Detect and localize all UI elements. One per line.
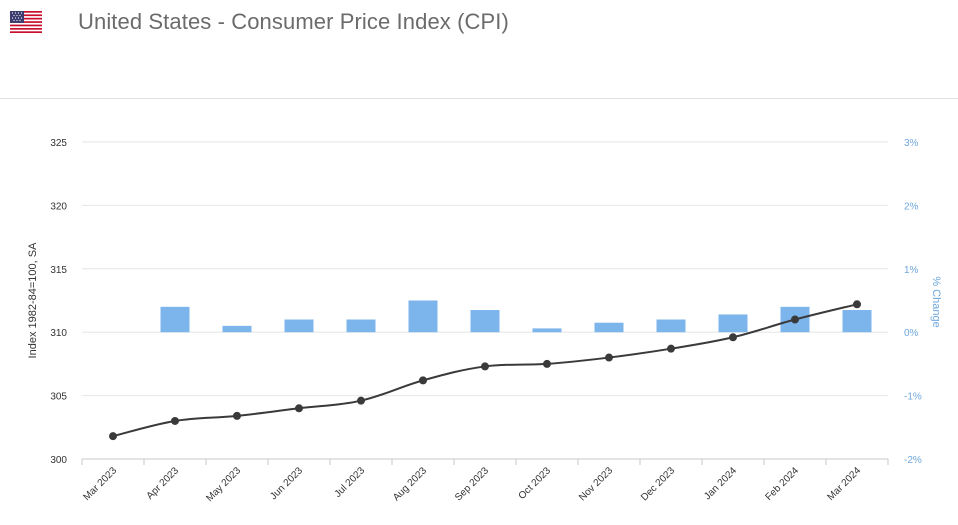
percent-change-bar xyxy=(160,306,190,333)
index-data-point[interactable] xyxy=(109,432,117,441)
x-tick-label: Mar 2024 xyxy=(825,465,863,503)
x-tick-label: Mar 2023 xyxy=(81,465,119,503)
index-data-point[interactable] xyxy=(791,315,799,324)
index-data-point[interactable] xyxy=(357,396,365,405)
x-tick-label: Aug 2023 xyxy=(391,465,429,503)
percent-change-bar xyxy=(408,300,438,333)
index-data-point[interactable] xyxy=(853,300,861,309)
index-data-point[interactable] xyxy=(667,344,675,353)
y-left-tick-label: 315 xyxy=(50,265,67,276)
index-data-point[interactable] xyxy=(419,376,427,385)
index-data-point[interactable] xyxy=(543,359,551,368)
percent-change-bar xyxy=(594,322,624,333)
x-tick-label: Nov 2023 xyxy=(577,465,615,503)
x-tick-label: May 2023 xyxy=(204,465,243,504)
x-tick-label: Oct 2023 xyxy=(517,465,554,502)
percent-change-bar xyxy=(346,319,376,333)
index-data-point[interactable] xyxy=(729,333,737,342)
y-right-tick-label: -1% xyxy=(904,392,922,403)
percent-change-bar xyxy=(718,314,748,333)
y-right-axis-title: % Change xyxy=(930,276,942,327)
percent-change-bar xyxy=(842,310,872,333)
percent-change-bar xyxy=(222,325,252,333)
y-left-tick-label: 300 xyxy=(50,455,67,466)
y-left-tick-label: 310 xyxy=(50,328,67,339)
x-tick-label: Jun 2023 xyxy=(268,465,305,502)
page-title: United States - Consumer Price Index (CP… xyxy=(78,9,509,34)
index-data-point[interactable] xyxy=(295,404,303,413)
x-tick-label: Dec 2023 xyxy=(639,465,677,503)
x-tick-label: Apr 2023 xyxy=(145,465,182,502)
grid-lines xyxy=(82,141,888,460)
index-line-series xyxy=(109,300,861,441)
index-data-point[interactable] xyxy=(233,411,241,420)
y-right-tick-label: 0% xyxy=(904,328,919,339)
x-tick-label: Feb 2024 xyxy=(763,465,801,503)
y-right-tick-label: -2% xyxy=(904,455,922,466)
y-left-tick-label: 325 xyxy=(50,138,67,149)
chart-header: United States - Consumer Price Index (CP… xyxy=(0,0,958,99)
us-flag-icon xyxy=(10,11,42,33)
index-data-point[interactable] xyxy=(605,353,613,362)
percent-change-bar xyxy=(470,310,500,333)
x-tick-label: Jul 2023 xyxy=(333,465,368,500)
x-tick-label: Sep 2023 xyxy=(453,465,491,503)
index-data-point[interactable] xyxy=(481,362,489,371)
y-right-tick-label: 2% xyxy=(904,201,919,212)
percent-change-bar xyxy=(284,319,314,333)
percent-change-bar xyxy=(532,328,562,333)
percent-change-bars xyxy=(160,300,872,333)
y-right-tick-label: 3% xyxy=(904,138,919,149)
x-tick-label: Jan 2024 xyxy=(702,465,739,502)
y-left-tick-label: 320 xyxy=(50,201,67,212)
y-left-axis-title: Index 1982-84=100, SA xyxy=(27,242,39,359)
y-left-tick-label: 305 xyxy=(50,392,67,403)
percent-change-bar xyxy=(656,319,686,333)
y-right-tick-label: 1% xyxy=(904,265,919,276)
index-data-point[interactable] xyxy=(171,416,179,425)
